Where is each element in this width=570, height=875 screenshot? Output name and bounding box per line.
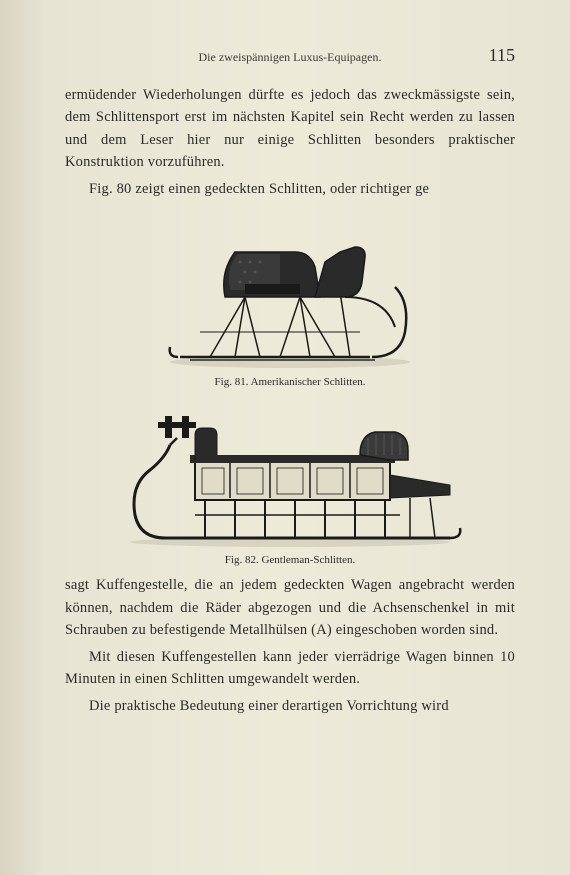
figure-81: Fig. 81. Amerikanischer Schlitten. xyxy=(65,212,515,388)
paragraph-5: Die praktische Bedeutung einer derartige… xyxy=(65,695,515,717)
page-header: Die zweispännigen Luxus-Equipagen. 115 xyxy=(65,45,515,66)
paragraph-1: ermüdender Wiederholungen dürfte es jedo… xyxy=(65,84,515,174)
figure-81-caption: Fig. 81. Amerikanischer Schlitten. xyxy=(65,376,515,388)
body-text-block-2: sagt Kuffengestelle, die an jedem gedeck… xyxy=(65,574,515,717)
sleigh-82-illustration xyxy=(110,400,470,550)
paragraph-2: Fig. 80 zeigt einen gedeckten Schlitten,… xyxy=(65,178,515,200)
body-text-block-1: ermüdender Wiederholungen dürfte es jedo… xyxy=(65,84,515,200)
paragraph-4: Mit diesen Kuffengestellen kann jeder vi… xyxy=(65,646,515,691)
paragraph-3: sagt Kuffengestelle, die an jedem gedeck… xyxy=(65,574,515,641)
figure-82-caption: Fig. 82. Gentleman-Schlitten. xyxy=(65,554,515,566)
figure-82: Fig. 82. Gentleman-Schlitten. xyxy=(65,400,515,566)
book-page: Die zweispännigen Luxus-Equipagen. 115 e… xyxy=(0,0,570,875)
header-title: Die zweispännigen Luxus-Equipagen. xyxy=(105,50,475,65)
sleigh-81-illustration xyxy=(150,212,430,372)
page-number: 115 xyxy=(475,45,515,66)
